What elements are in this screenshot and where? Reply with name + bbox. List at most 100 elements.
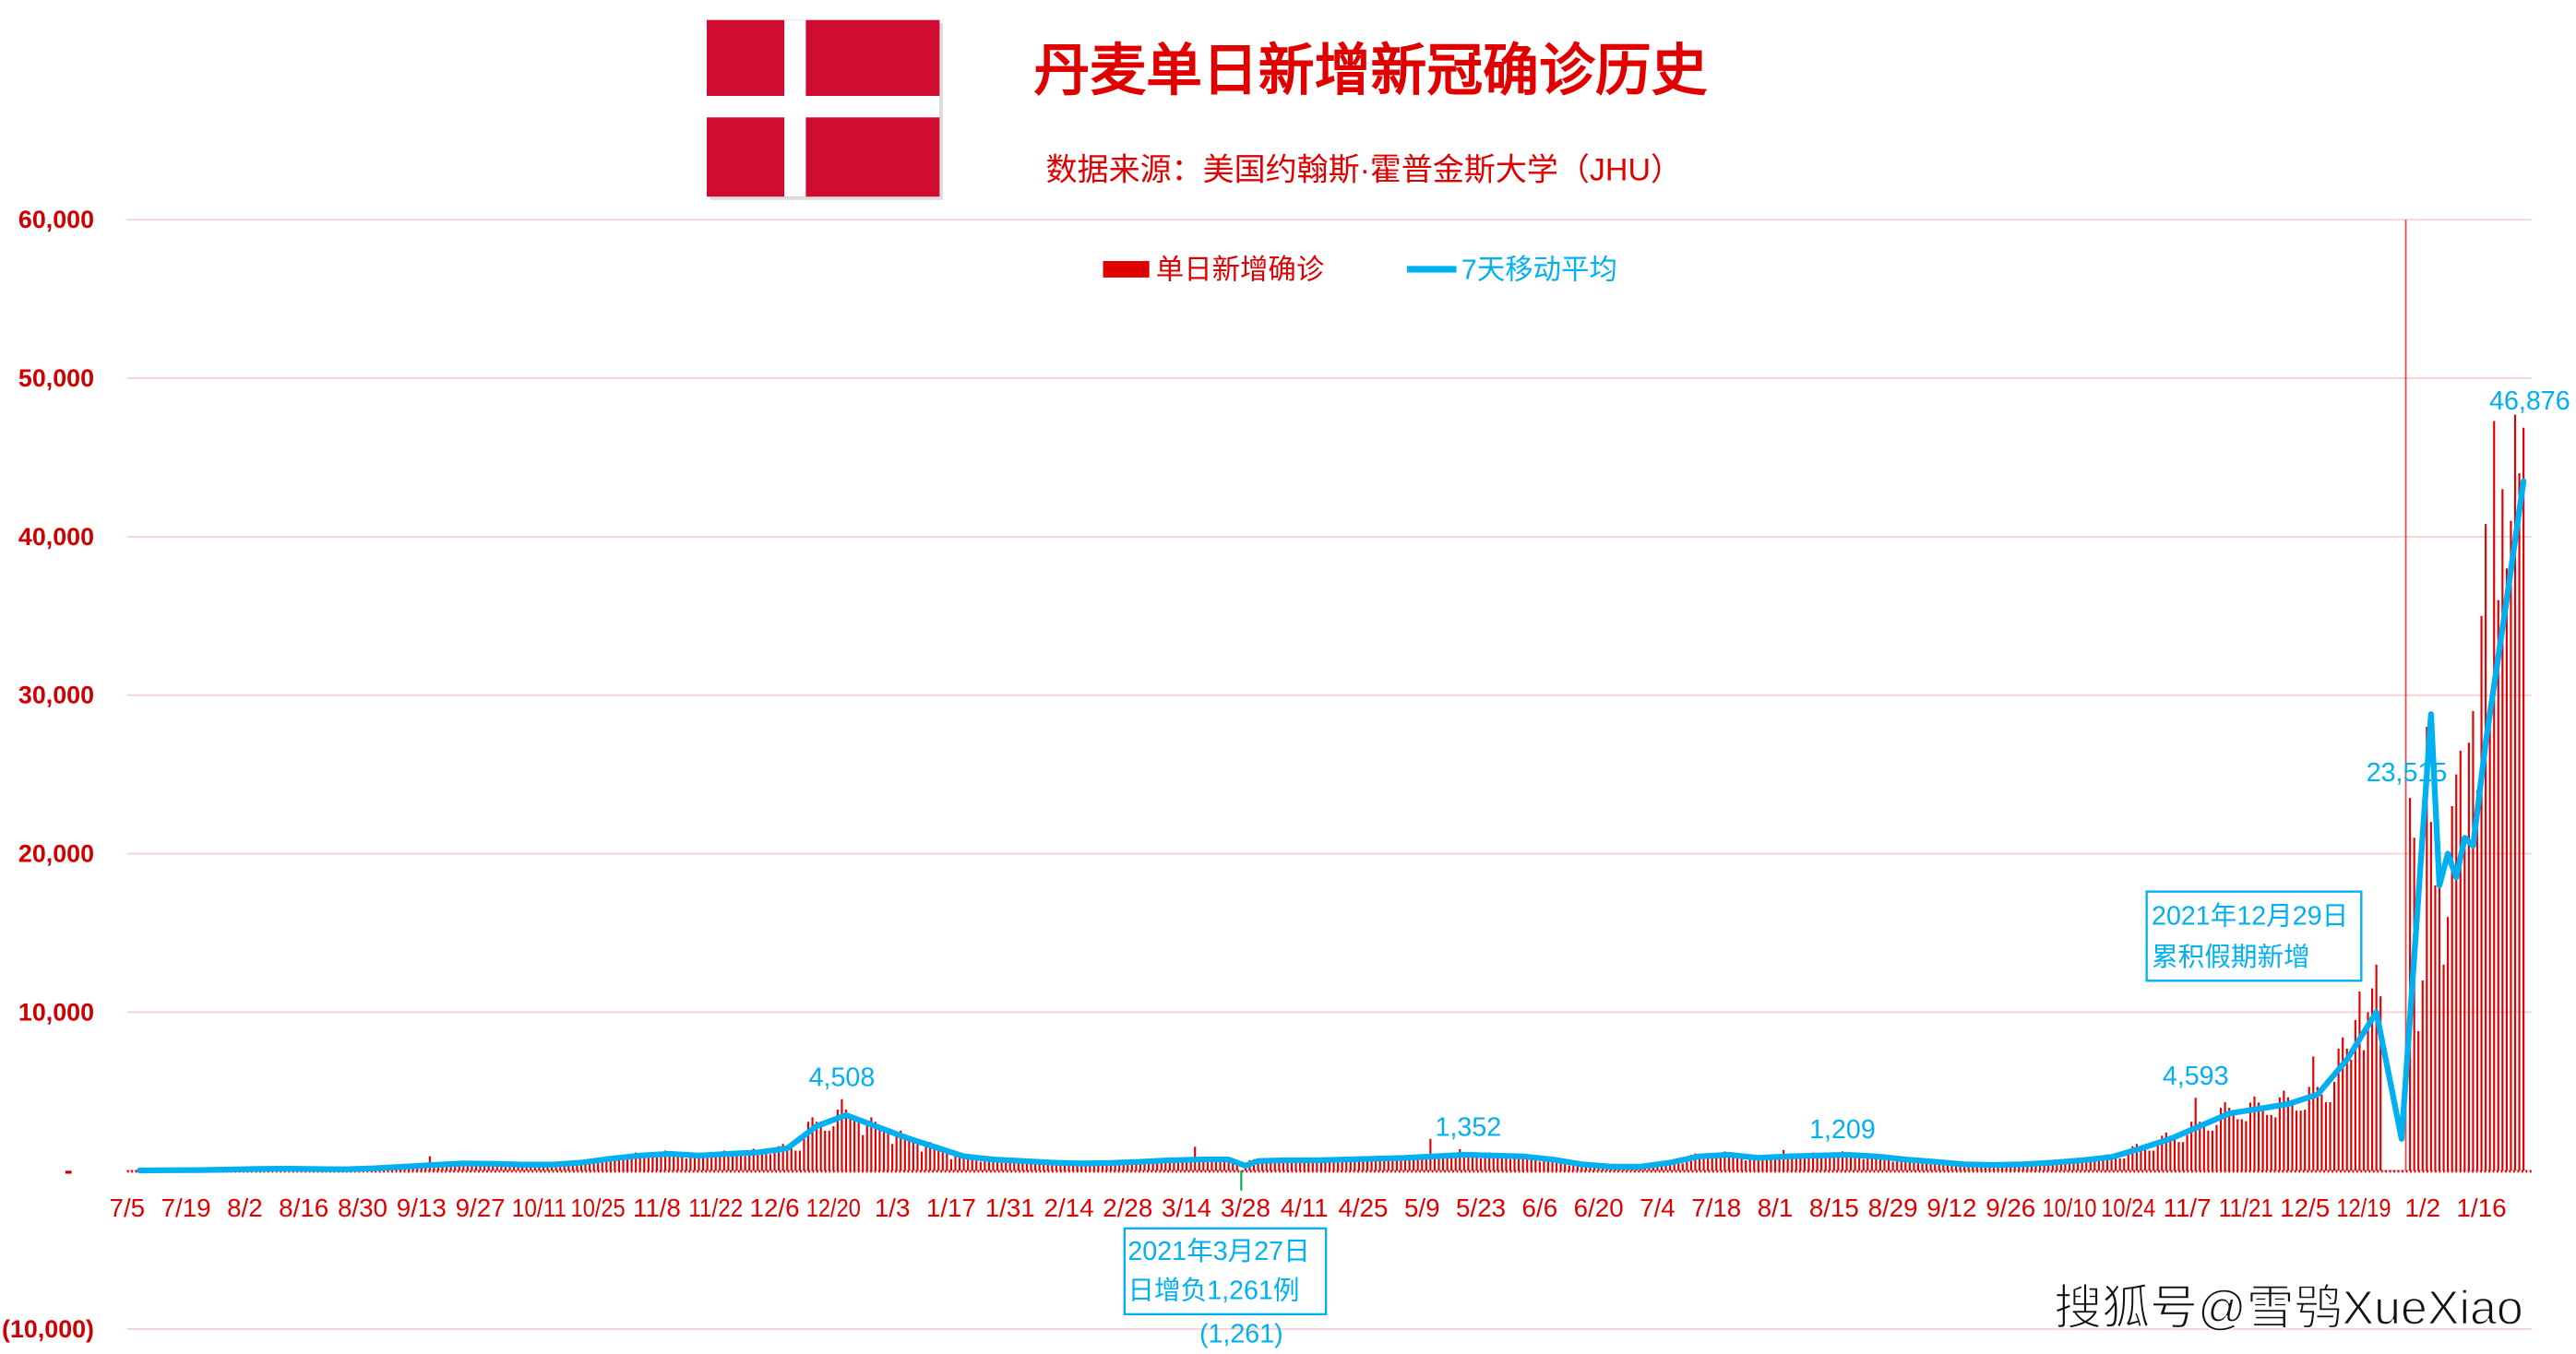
daily-bar bbox=[1938, 1161, 1940, 1171]
daily-bar bbox=[1143, 1161, 1146, 1171]
daily-bar bbox=[1261, 1160, 1264, 1171]
daily-bar bbox=[2518, 473, 2521, 1171]
x-tick-label: 12/19 bbox=[2336, 1194, 2391, 1222]
daily-bar bbox=[1854, 1156, 1856, 1171]
daily-bar bbox=[1046, 1160, 1049, 1171]
daily-bar bbox=[941, 1148, 944, 1171]
daily-bar bbox=[819, 1126, 822, 1171]
daily-bar bbox=[1403, 1157, 1407, 1171]
daily-bar bbox=[2463, 845, 2466, 1171]
daily-bar bbox=[1270, 1161, 1272, 1171]
y-tick-label: 20,000 bbox=[18, 839, 94, 867]
daily-bar bbox=[1008, 1162, 1011, 1171]
daily-bar bbox=[828, 1130, 830, 1171]
daily-bar bbox=[1413, 1158, 1415, 1171]
daily-bar bbox=[2030, 1164, 2033, 1171]
daily-bar bbox=[1055, 1162, 1057, 1171]
x-tick-label: 12/6 bbox=[750, 1194, 800, 1222]
daily-bar bbox=[937, 1146, 940, 1171]
daily-bar bbox=[1921, 1163, 1924, 1171]
annotation-line: 2021年12月29日 bbox=[2152, 901, 2348, 931]
daily-bar bbox=[1497, 1155, 1499, 1171]
daily-bar bbox=[811, 1117, 814, 1171]
daily-bar bbox=[2480, 615, 2483, 1171]
daily-bar bbox=[870, 1117, 873, 1171]
daily-bar bbox=[1151, 1162, 1154, 1171]
daily-bar bbox=[2472, 710, 2475, 1171]
daily-bar bbox=[1206, 1160, 1209, 1171]
x-tick-label: 11/7 bbox=[2164, 1194, 2212, 1222]
daily-bar bbox=[878, 1126, 881, 1171]
daily-bar bbox=[1366, 1157, 1369, 1171]
daily-bar bbox=[979, 1161, 982, 1171]
daily-bar bbox=[752, 1148, 755, 1171]
daily-bar bbox=[1773, 1158, 1777, 1171]
daily-bar bbox=[844, 1109, 848, 1171]
daily-bar bbox=[1841, 1151, 1844, 1171]
daily-bar bbox=[2342, 1037, 2344, 1171]
daily-bar bbox=[2043, 1161, 2045, 1171]
daily-bar bbox=[2165, 1132, 2167, 1171]
daily-bar bbox=[1908, 1159, 1911, 1171]
daily-bar bbox=[1686, 1158, 1688, 1171]
daily-bar bbox=[2135, 1144, 2138, 1171]
daily-bar bbox=[778, 1146, 781, 1171]
daily-bar bbox=[2034, 1164, 2037, 1171]
daily-bar bbox=[1459, 1148, 1461, 1171]
daily-bar bbox=[1168, 1158, 1171, 1171]
daily-bar bbox=[916, 1140, 919, 1171]
daily-bar bbox=[1189, 1158, 1192, 1171]
daily-bar bbox=[563, 1165, 566, 1171]
daily-bar bbox=[765, 1154, 768, 1171]
denmark-flag bbox=[707, 19, 943, 200]
daily-bar bbox=[1324, 1161, 1327, 1171]
data-label: 4,508 bbox=[809, 1063, 876, 1092]
daily-bar bbox=[1114, 1162, 1116, 1171]
daily-bar bbox=[1479, 1158, 1483, 1171]
daily-bar bbox=[949, 1158, 952, 1171]
daily-bar bbox=[1092, 1164, 1095, 1171]
daily-bar bbox=[2371, 988, 2374, 1171]
daily-bar bbox=[903, 1134, 906, 1171]
daily-bar bbox=[1135, 1159, 1138, 1171]
daily-bar bbox=[1391, 1160, 1394, 1171]
daily-bar bbox=[479, 1165, 482, 1171]
daily-bar bbox=[735, 1155, 738, 1171]
daily-bar bbox=[130, 1170, 133, 1171]
daily-bar bbox=[1240, 1170, 1243, 1191]
daily-bar bbox=[685, 1158, 687, 1171]
daily-bar bbox=[1878, 1156, 1882, 1171]
daily-bar bbox=[912, 1140, 914, 1171]
y-axis: 60,000 50,000 40,000 30,000 20,000 10,000 - (10… bbox=[2, 206, 94, 1343]
daily-bar bbox=[525, 1164, 528, 1171]
daily-bar bbox=[1572, 1163, 1575, 1171]
daily-bar bbox=[2215, 1124, 2218, 1171]
daily-bar bbox=[1732, 1154, 1735, 1171]
daily-bar bbox=[857, 1121, 860, 1171]
daily-bar bbox=[967, 1156, 970, 1171]
daily-bar bbox=[1887, 1158, 1890, 1171]
daily-bar bbox=[1328, 1161, 1331, 1171]
daily-bar bbox=[987, 1157, 991, 1171]
daily-bar bbox=[1025, 1160, 1029, 1171]
moving-average-line-path bbox=[137, 478, 2527, 1174]
daily-bar bbox=[1118, 1163, 1121, 1171]
daily-bar bbox=[2194, 1098, 2197, 1171]
daily-bar bbox=[474, 1164, 478, 1171]
daily-bar bbox=[605, 1156, 608, 1171]
y-tick-label: 10,000 bbox=[18, 998, 94, 1026]
daily-bar bbox=[2219, 1108, 2223, 1171]
daily-bar bbox=[984, 1158, 986, 1171]
daily-bar bbox=[971, 1158, 973, 1171]
daily-bar bbox=[1845, 1153, 1848, 1171]
daily-bar bbox=[1164, 1158, 1167, 1171]
daily-bar bbox=[1883, 1158, 1886, 1171]
daily-bar bbox=[638, 1154, 641, 1171]
daily-bar bbox=[1925, 1160, 1928, 1171]
daily-bar bbox=[962, 1155, 965, 1171]
daily-bar bbox=[2375, 964, 2378, 1171]
daily-bar bbox=[597, 1160, 600, 1171]
annotation-line: 日增负1,261例 bbox=[1127, 1277, 1299, 1306]
daily-bar bbox=[1551, 1158, 1554, 1171]
watermark: 搜狐号@雪鸮XueXiao bbox=[2054, 1281, 2522, 1335]
